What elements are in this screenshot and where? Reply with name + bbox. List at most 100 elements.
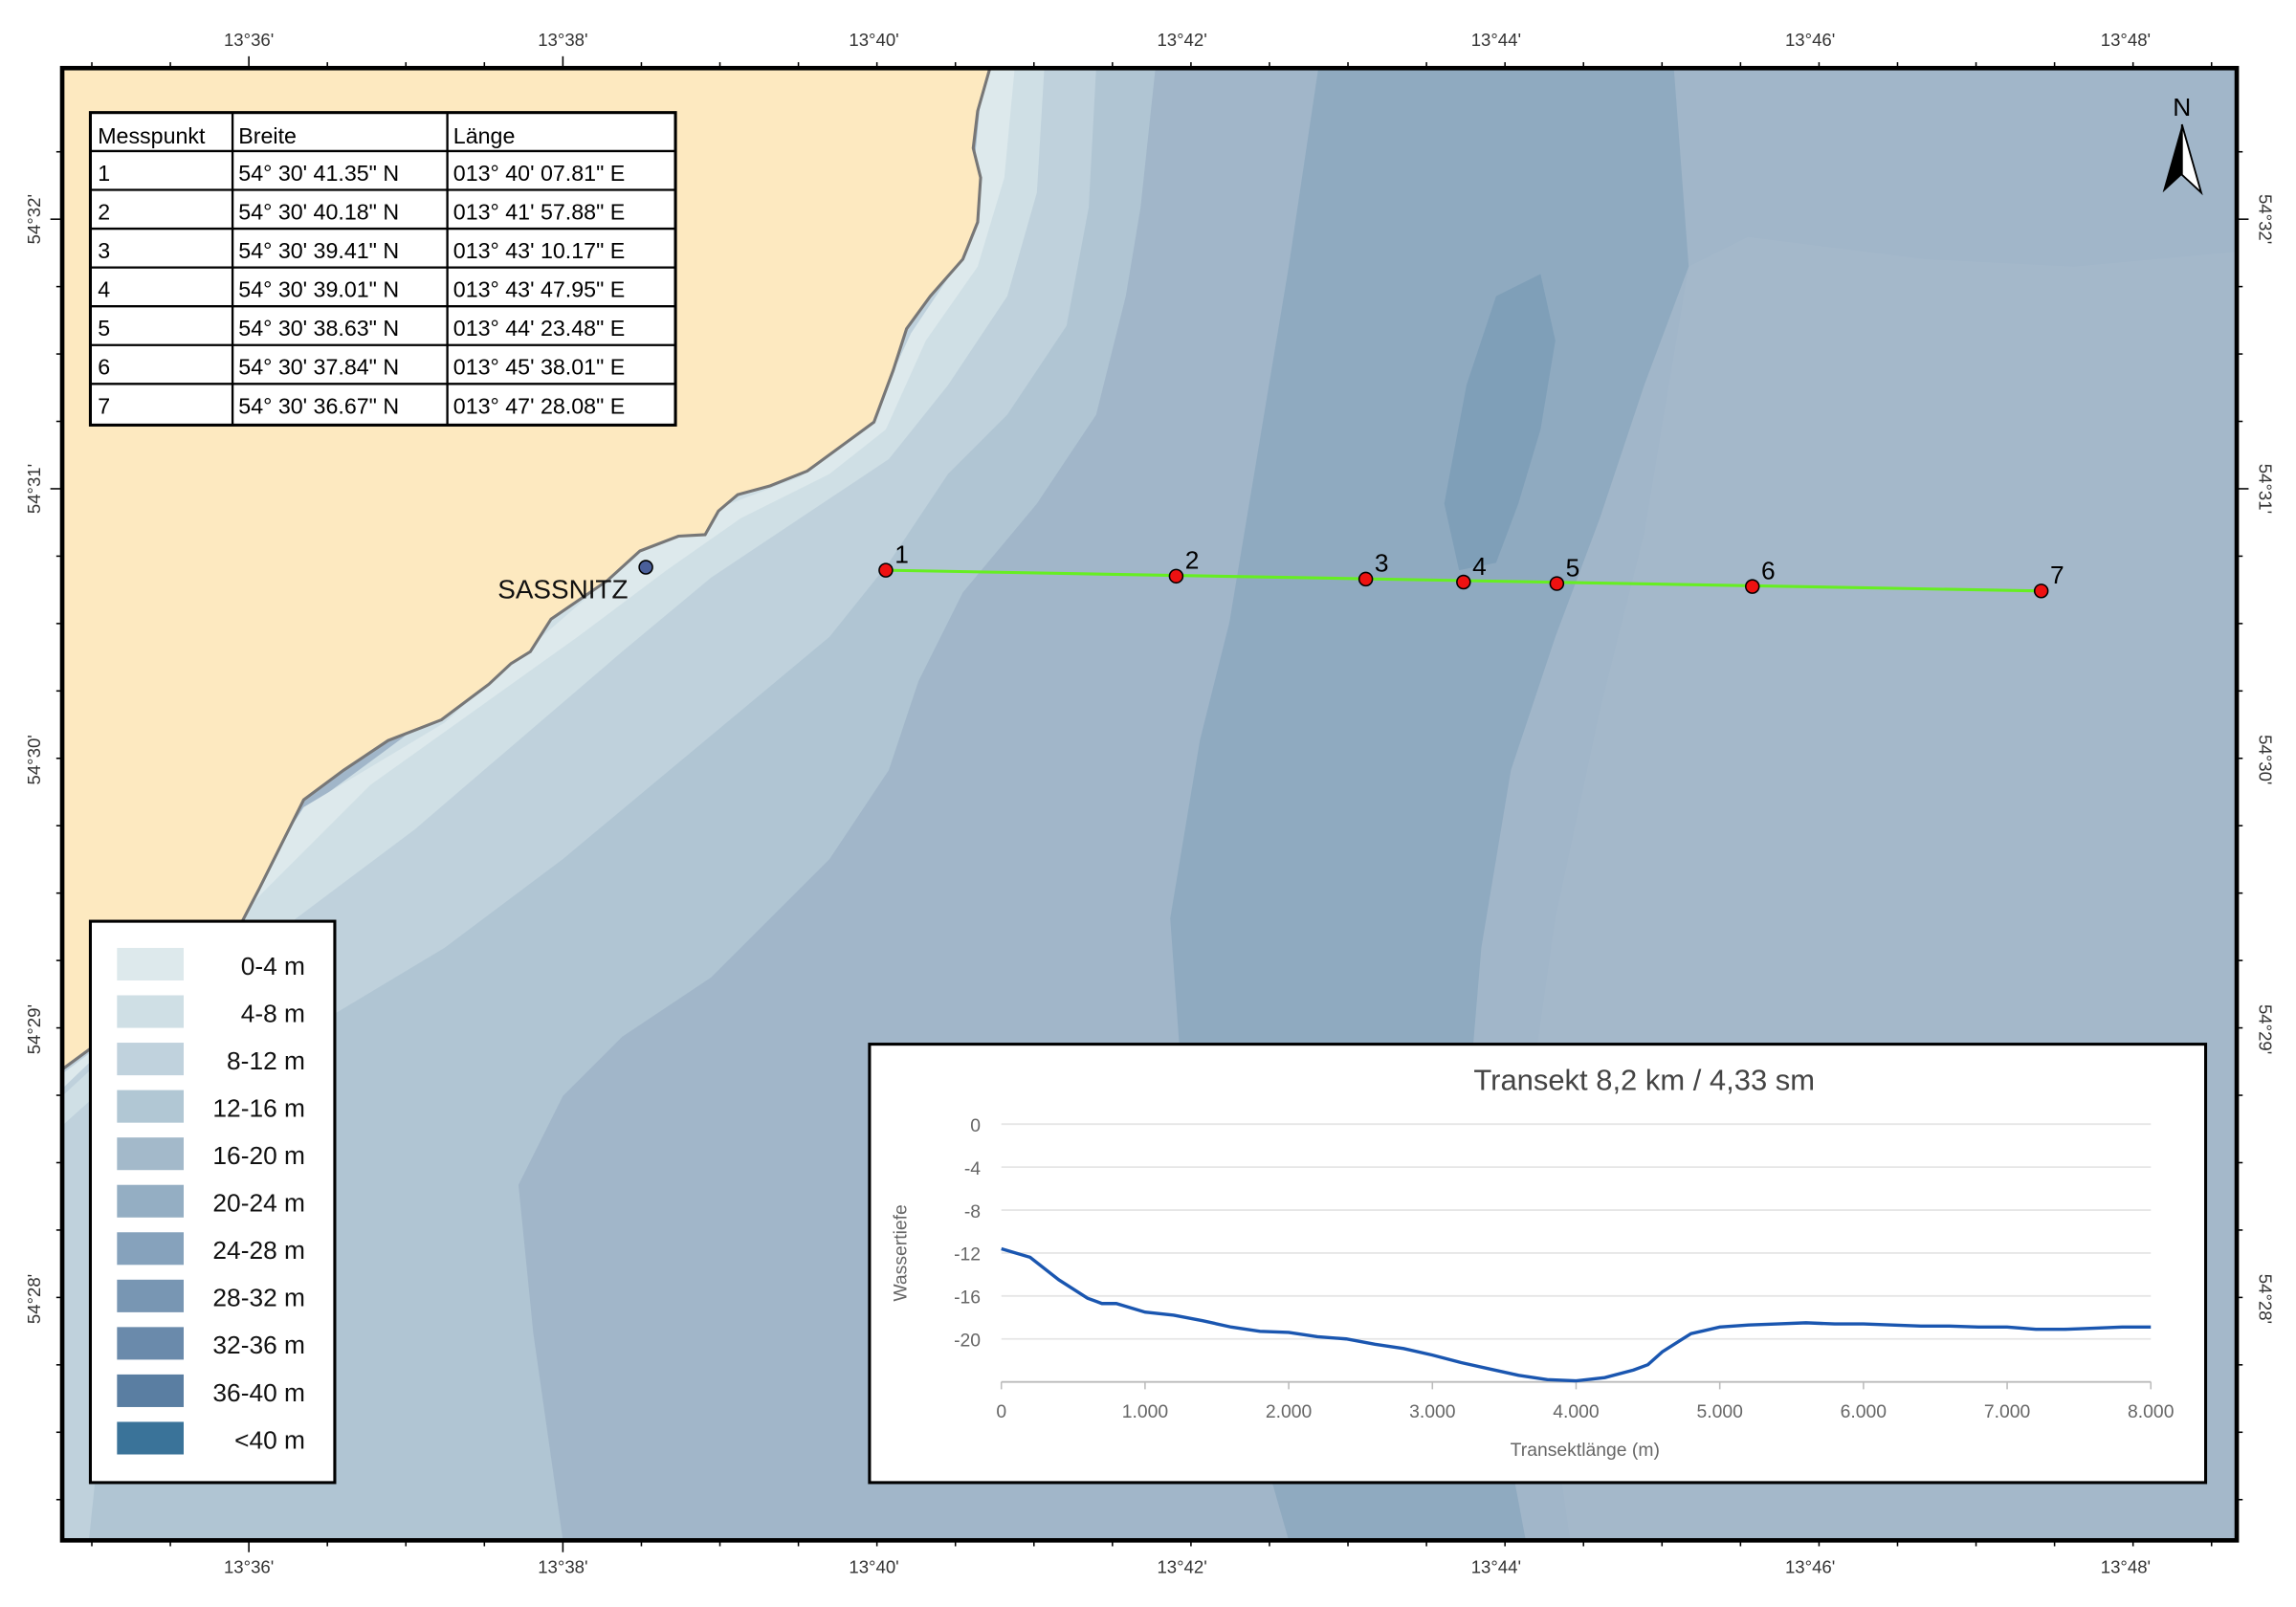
sassnitz-marker: SASSNITZ [497,560,653,605]
legend-swatch [117,1232,184,1266]
lat-label: 54°30' [24,735,44,784]
lon-label: 13°48' [2101,30,2151,50]
legend-label: 8-12 m [227,1046,305,1075]
table-cell: 013° 43' 47.95" E [453,277,625,302]
table-header: Messpunkt [98,123,206,148]
measurement-point-5 [1549,576,1565,591]
table-row: 4 54° 30' 39.01" N 013° 43' 47.95" E [98,277,625,302]
legend-swatch [117,1374,184,1407]
lon-label: 13°46' [1785,30,1835,50]
legend-item: <40 m [117,1421,305,1455]
x-tick-label: 0 [996,1401,1006,1422]
y-tick-label: 0 [970,1115,981,1136]
legend-label: 4-8 m [241,999,305,1027]
legend-item: 16-20 m [117,1137,305,1171]
lon-label: 13°38' [538,30,587,50]
transect: 1 2 3 4 5 6 7 [878,539,2064,599]
legend-item: 36-40 m [117,1374,305,1407]
table-row: 6 54° 30' 37.84" N 013° 45' 38.01" E [98,355,625,380]
table-header: Länge [453,123,516,148]
x-tick-label: 2.000 [1266,1401,1312,1422]
table-cell: 013° 40' 07.81" E [453,161,625,186]
legend-label: 32-36 m [212,1331,305,1359]
north-arrow: N [2162,93,2203,196]
point-label: 1 [894,539,909,568]
lon-label: 13°40' [849,30,898,50]
table-cell: 54° 30' 39.01" N [238,277,399,302]
depth-band-4-8 [62,68,1045,1126]
longitude-labels-bottom: 13°36' 13°38' 13°40' 13°42' 13°44' 13°46… [224,1556,2151,1576]
graticule-ticks [50,55,2249,1552]
legend-item: 20-24 m [117,1184,305,1218]
table-cell: 54° 30' 39.41" N [238,238,399,263]
y-tick-label: -12 [954,1244,981,1266]
table-cell: 54° 30' 41.35" N [238,161,399,186]
legend-swatch [117,1184,184,1218]
point-label: 3 [1375,549,1389,578]
legend-item: 32-36 m [117,1327,305,1360]
point-label: 6 [1761,556,1776,584]
lon-label: 13°42' [1157,30,1206,50]
north-label: N [2173,93,2191,121]
chart-title: Transekt 8,2 km / 4,33 sm [1473,1064,1815,1097]
lon-label: 13°36' [224,1556,274,1576]
point-label: 7 [2050,561,2064,589]
lat-label: 54°28' [24,1274,44,1324]
measurement-point-4 [1456,574,1471,590]
table-row: 5 54° 30' 38.63" N 013° 44' 23.48" E [98,316,625,341]
measurement-point-7 [2033,583,2049,599]
legend-swatch [117,1279,184,1312]
table-cell: 013° 43' 10.17" E [453,238,625,263]
measurement-point-2 [1168,568,1184,584]
legend-item: 24-28 m [117,1232,305,1266]
table-cell: 013° 44' 23.48" E [453,316,625,341]
lon-label: 13°44' [1471,30,1521,50]
legend-item: 0-4 m [117,947,305,981]
lon-label: 13°36' [224,30,274,50]
legend-swatch [117,947,184,981]
lon-label: 13°46' [1785,1556,1835,1576]
x-axis-label: Transektlänge (m) [1511,1440,1660,1461]
point-label: 5 [1566,553,1580,582]
depth-legend: 0-4 m 4-8 m 8-12 m 12-16 m 16-20 m 20-24 m 24-… [88,919,337,1485]
table-row: 2 54° 30' 40.18" N 013° 41' 57.88" E [98,199,625,224]
depth-profile-line [1001,1246,2152,1383]
table-cell: 3 [98,238,110,263]
legend-label: 28-32 m [212,1284,305,1312]
table-header: Breite [238,123,297,148]
lon-label: 13°42' [1157,1556,1206,1576]
table-row: 1 54° 30' 41.35" N 013° 40' 07.81" E [98,161,625,186]
town-point-icon [638,560,653,575]
latitude-labels-right: 54°32' 54°31' 54°30' 54°29' 54°28' [2255,194,2275,1324]
legend-item: 8-12 m [117,1043,305,1076]
lat-label: 54°29' [2255,1004,2275,1054]
y-axis-label: Wassertiefe [891,1204,912,1301]
legend-swatch [117,1327,184,1360]
table-cell: 2 [98,199,110,224]
y-tick-label: -8 [964,1201,981,1222]
table-cell: 013° 41' 57.88" E [453,199,625,224]
legend-item: 12-16 m [117,1090,305,1123]
legend-item: 4-8 m [117,995,305,1028]
lat-label: 54°29' [24,1004,44,1054]
legend-label: 0-4 m [241,952,305,980]
lon-label: 13°38' [538,1556,587,1576]
legend-label: 12-16 m [212,1093,305,1122]
x-tick-label: 4.000 [1553,1401,1599,1422]
y-tick-label: -20 [954,1330,981,1351]
lat-label: 54°32' [24,194,44,244]
map-border [59,65,2240,1543]
table-row: 3 54° 30' 39.41" N 013° 43' 10.17" E [98,238,625,263]
depth-band-24-28 [1444,274,1556,571]
point-label: 4 [1472,552,1487,581]
measurement-points-table: Messpunkt Breite Länge 1 54° 30' 41.35" N… [88,111,677,427]
legend-label: <40 m [234,1425,305,1454]
legend-swatch [117,995,184,1028]
lat-label: 54°28' [2255,1274,2275,1324]
measurement-point-6 [1745,579,1760,594]
table-cell: 54° 30' 36.67" N [238,393,399,418]
x-tick-label: 8.000 [2128,1401,2174,1422]
point-label: 2 [1185,546,1200,575]
legend-swatch [117,1090,184,1123]
